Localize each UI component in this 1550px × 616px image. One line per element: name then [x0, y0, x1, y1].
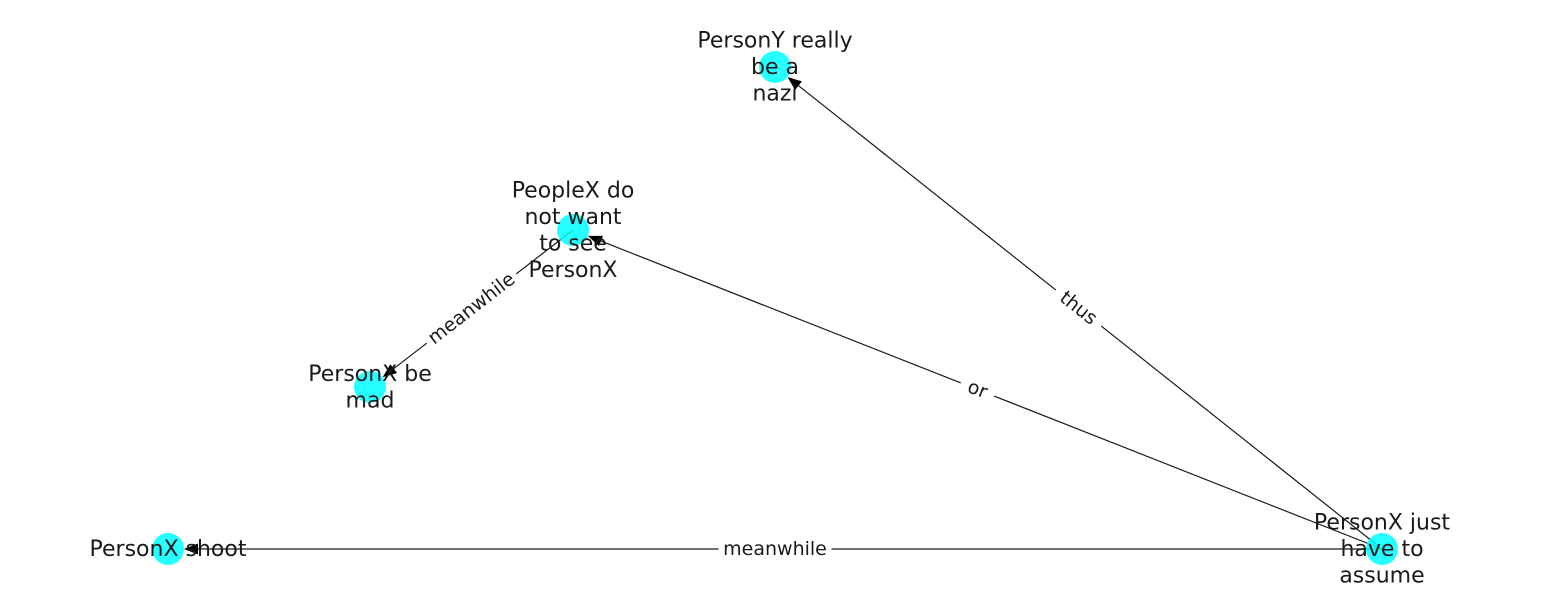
- node-label-line: not want: [524, 204, 621, 229]
- node-label-line: be a: [751, 55, 799, 80]
- edge-label-background: [419, 264, 524, 353]
- nodes-layer: [152, 51, 1398, 565]
- edge-label-background: [956, 371, 999, 408]
- edge-label-group: meanwhile: [419, 264, 524, 353]
- node-label-line: mad: [346, 388, 395, 413]
- node-label-line: PersonX just: [1314, 510, 1451, 535]
- node-label-line: PersonY really: [697, 28, 852, 53]
- node-n_nazi: [759, 51, 791, 83]
- node-label-line: PersonX be: [308, 361, 432, 386]
- node-label: PersonX just have to assume: [1314, 510, 1451, 588]
- node-label-line: to see: [539, 231, 607, 256]
- node-label-line: nazi: [752, 81, 797, 106]
- edge-n_assume-to-n_nazi: thus: [787, 76, 1383, 550]
- edge-label-group: meanwhile: [718, 537, 832, 561]
- node-n_assume: [1366, 533, 1398, 565]
- edge-label-group: or: [956, 371, 999, 408]
- edge-label: meanwhile: [424, 268, 520, 349]
- labels-layer: PersonY really be a nazi PeopleX do not want…: [90, 28, 1451, 588]
- arrow-head: [382, 364, 398, 378]
- node-label-line: PersonX: [529, 257, 618, 282]
- node-label-line: have to: [1340, 537, 1423, 562]
- node-label: PersonX shoot: [90, 537, 247, 562]
- edges-layer: thus or meanwhile meanwhile: [184, 76, 1383, 561]
- node-label: PersonX be mad: [308, 361, 432, 413]
- edge-label: meanwhile: [723, 538, 827, 560]
- node-n_people: [557, 214, 589, 246]
- edge-label-background: [718, 537, 832, 561]
- edge-n_assume-to-n_people: or: [587, 235, 1383, 550]
- arrow-head: [587, 235, 603, 247]
- node-label: PeopleX do not want to see PersonX: [512, 178, 635, 283]
- arrow-head: [184, 543, 198, 555]
- node-n_mad: [354, 371, 386, 403]
- node-label-line: assume: [1339, 563, 1424, 588]
- edge-label-background: [1048, 280, 1109, 336]
- node-label: PersonY really be a nazi: [697, 28, 852, 106]
- node-label-line: PeopleX do: [512, 178, 635, 203]
- edge-n_assume-to-n_shoot: meanwhile: [184, 537, 1382, 561]
- node-label-line: PersonX shoot: [90, 537, 247, 562]
- edge-label-group: thus: [1048, 280, 1109, 336]
- arrow-head: [787, 76, 802, 90]
- node-n_shoot: [152, 533, 184, 565]
